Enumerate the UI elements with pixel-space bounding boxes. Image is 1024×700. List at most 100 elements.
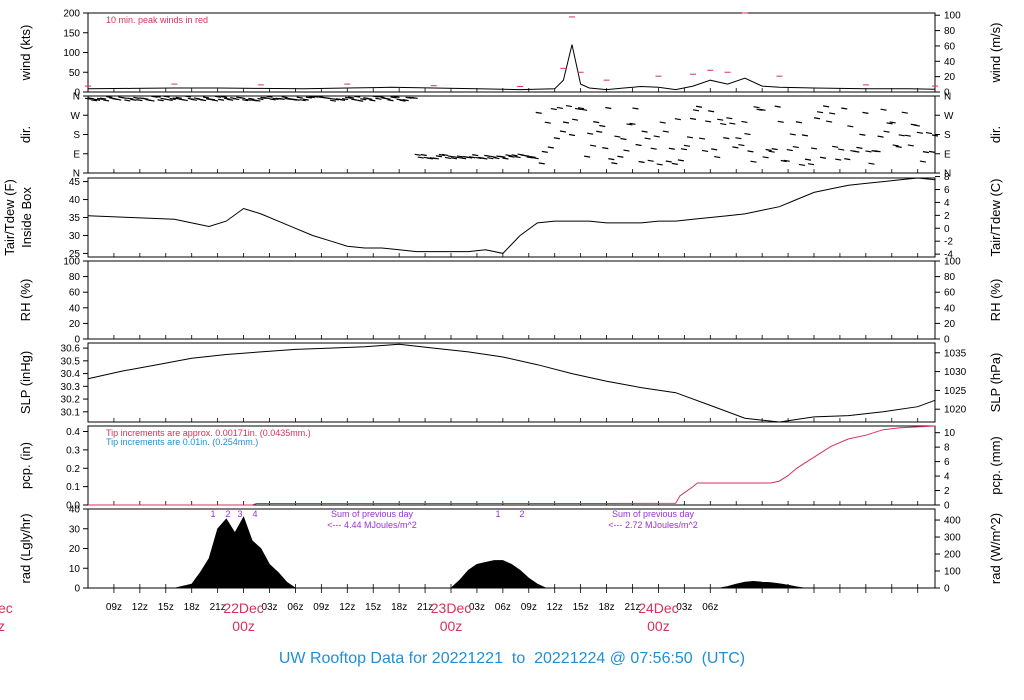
dir-mark bbox=[490, 155, 497, 158]
dir-mark bbox=[511, 154, 518, 157]
rad-left-tick-label: 20 bbox=[69, 544, 81, 555]
dir-mark bbox=[732, 146, 739, 149]
rad-right-tick-label: 400 bbox=[944, 516, 961, 527]
dir-mark bbox=[795, 121, 802, 124]
pcp-frame bbox=[87, 425, 936, 506]
rh-left-tick-label: 100 bbox=[63, 257, 80, 268]
rad-marker: 4 bbox=[252, 509, 257, 519]
dir-mark bbox=[426, 157, 433, 160]
x-hour-label: 18z bbox=[184, 602, 200, 613]
wind-right-tick-label: 0 bbox=[944, 88, 950, 99]
dir-mark bbox=[414, 153, 421, 156]
dir-left-tick-label: S bbox=[73, 130, 80, 141]
x-date-label: 22Dec bbox=[223, 600, 263, 616]
dir-mark bbox=[169, 97, 176, 101]
dir-mark bbox=[136, 99, 143, 102]
dir-mark bbox=[568, 133, 576, 137]
dir-mark bbox=[747, 150, 754, 153]
rad-marker: 1 bbox=[495, 509, 500, 519]
dir-mark bbox=[266, 95, 273, 98]
dir-mark bbox=[762, 156, 769, 159]
rad-sum2-title: Sum of previous day bbox=[612, 509, 695, 519]
x-date-label: 23Dec bbox=[431, 600, 471, 616]
rh-right-tick-label: 20 bbox=[944, 319, 956, 330]
dir-mark bbox=[789, 133, 796, 136]
dir-mark bbox=[305, 96, 312, 99]
dir-mark bbox=[698, 137, 706, 140]
dir-mark bbox=[593, 121, 600, 124]
dir-mark bbox=[919, 160, 926, 163]
dir-mark bbox=[623, 149, 630, 152]
pcp-left-tick-label: 0.1 bbox=[66, 482, 80, 493]
dir-mark bbox=[907, 144, 914, 147]
pcp-left-axis-title: pcp. (in) bbox=[18, 442, 33, 489]
dir-mark bbox=[508, 155, 515, 158]
slp-right-tick-label: 1025 bbox=[944, 386, 967, 397]
dir-mark bbox=[435, 155, 442, 158]
dir-mark bbox=[172, 97, 179, 100]
dir-mark bbox=[838, 148, 845, 151]
dir-mark bbox=[686, 136, 694, 139]
rh-left-tick-label: 40 bbox=[69, 303, 81, 314]
wind-right-axis-title: wind (m/s) bbox=[988, 23, 1003, 84]
dir-mark bbox=[650, 147, 657, 150]
slp-left-axis-title: SLP (inHg) bbox=[18, 351, 33, 414]
dir-mark bbox=[717, 118, 724, 121]
dir-mark bbox=[535, 111, 542, 114]
dir-mark bbox=[671, 162, 678, 165]
temp-left-tick-label: 30 bbox=[69, 231, 81, 242]
dir-mark bbox=[456, 155, 464, 158]
dir-mark bbox=[299, 99, 306, 102]
wind-left-tick-label: 200 bbox=[63, 9, 80, 20]
dir-mark bbox=[481, 157, 488, 160]
dir-mark bbox=[886, 122, 893, 125]
dir-mark bbox=[148, 99, 155, 102]
temp-left-tick-label: 40 bbox=[69, 195, 81, 206]
temp-left-tick-label: 45 bbox=[69, 177, 81, 188]
dir-mark bbox=[308, 96, 315, 99]
x-hour-label: 15z bbox=[158, 602, 174, 613]
rh-right-tick-label: 60 bbox=[944, 288, 956, 299]
pcp-right-tick-label: 0 bbox=[944, 501, 950, 512]
slp-right-tick-label: 1020 bbox=[944, 405, 967, 416]
dir-mark bbox=[432, 157, 439, 160]
rad-left-tick-label: 0 bbox=[74, 584, 80, 595]
dir-mark bbox=[620, 137, 627, 141]
dir-mark bbox=[768, 150, 775, 153]
x-hour-label: 06z bbox=[495, 602, 511, 613]
rh-right-tick-label: 80 bbox=[944, 272, 956, 283]
x-hour-label: 03z bbox=[676, 602, 692, 613]
dir-mark bbox=[221, 95, 228, 99]
dir-mark bbox=[596, 130, 603, 133]
dir-mark bbox=[835, 158, 842, 161]
x-hour-label: 09z bbox=[106, 602, 122, 613]
dir-mark bbox=[892, 144, 899, 147]
dir-left-tick-label: E bbox=[73, 149, 80, 160]
dir-mark bbox=[656, 163, 663, 166]
dir-mark bbox=[659, 121, 666, 124]
rad-left-tick-label: 10 bbox=[69, 564, 81, 575]
x-hour-label: 15z bbox=[573, 602, 589, 613]
pcp-right-axis-title: pcp. (mm) bbox=[988, 436, 1003, 495]
dir-mark bbox=[680, 148, 688, 151]
dir-mark bbox=[898, 134, 905, 137]
dir-mark bbox=[708, 110, 715, 113]
dir-mark bbox=[786, 148, 793, 152]
dir-mark bbox=[559, 130, 567, 133]
dir-mark bbox=[750, 160, 757, 163]
dir-mark bbox=[644, 137, 651, 140]
dir-left-axis-title: dir. bbox=[18, 126, 33, 143]
x-hour-label: 12z bbox=[132, 602, 148, 613]
dir-mark bbox=[729, 122, 736, 125]
dir-mark bbox=[329, 99, 337, 102]
dir-mark bbox=[369, 99, 376, 102]
dir-mark bbox=[233, 97, 240, 101]
dir-mark bbox=[844, 158, 851, 161]
dir-mark bbox=[499, 155, 506, 158]
dir-mark bbox=[847, 125, 854, 128]
dir-mark bbox=[278, 97, 285, 100]
dir-mark bbox=[711, 148, 718, 151]
dir-mark bbox=[813, 117, 821, 120]
dir-mark bbox=[783, 159, 790, 162]
dir-mark bbox=[868, 162, 875, 165]
